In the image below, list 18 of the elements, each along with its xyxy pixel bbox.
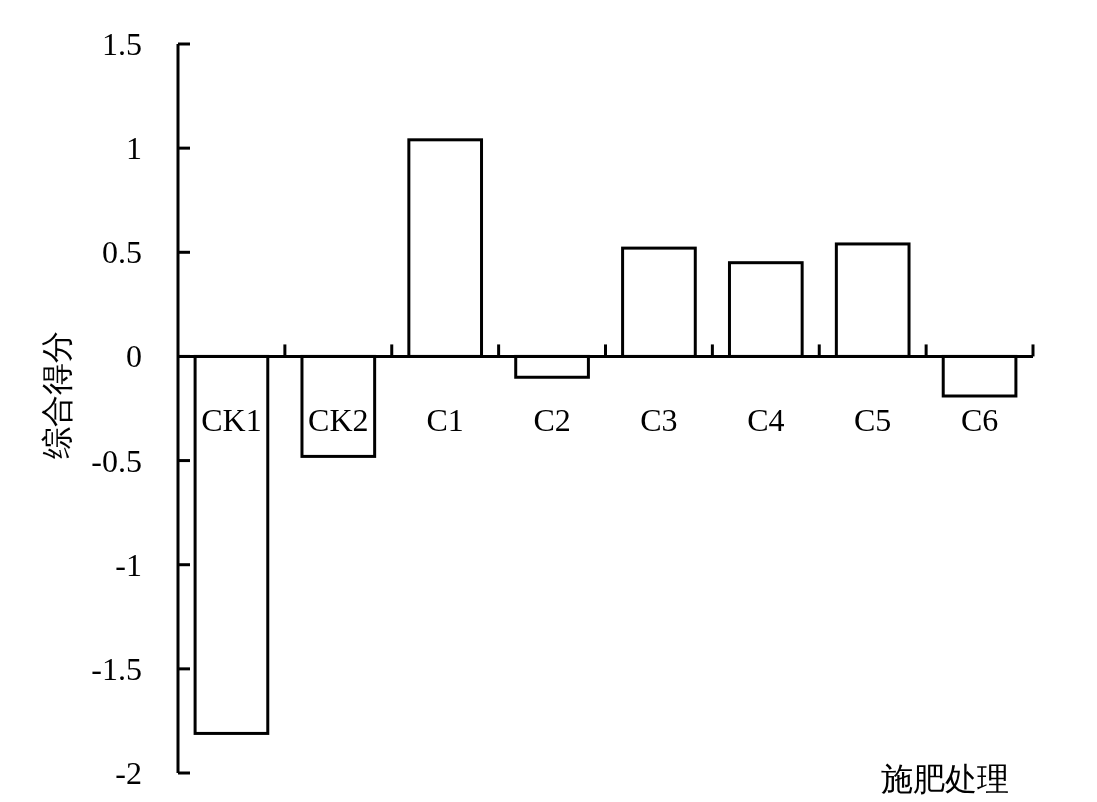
y-tick-label: 1 bbox=[126, 130, 142, 167]
y-tick-label: 0.5 bbox=[102, 234, 142, 271]
y-tick-label: -1 bbox=[115, 546, 142, 583]
x-axis-title: 施肥处理 bbox=[881, 761, 1009, 797]
x-tick-label: CK1 bbox=[201, 402, 262, 439]
y-tick-label: -1.5 bbox=[91, 650, 142, 687]
x-tick-label: C4 bbox=[747, 402, 785, 439]
y-tick-label: 0 bbox=[126, 338, 142, 375]
y-tick-label: 1.5 bbox=[102, 26, 142, 62]
x-tick-label: C6 bbox=[960, 402, 999, 439]
x-tick-label: C1 bbox=[426, 402, 464, 439]
y-axis-title: 综合得分 bbox=[39, 331, 75, 459]
x-tick-label: CK2 bbox=[308, 402, 369, 439]
x-tick-label: C5 bbox=[854, 402, 892, 439]
x-tick-label: C2 bbox=[533, 402, 571, 439]
y-tick-label: -2 bbox=[115, 755, 142, 791]
y-tick-label: -0.5 bbox=[91, 442, 142, 479]
x-tick-label: C3 bbox=[640, 402, 678, 439]
